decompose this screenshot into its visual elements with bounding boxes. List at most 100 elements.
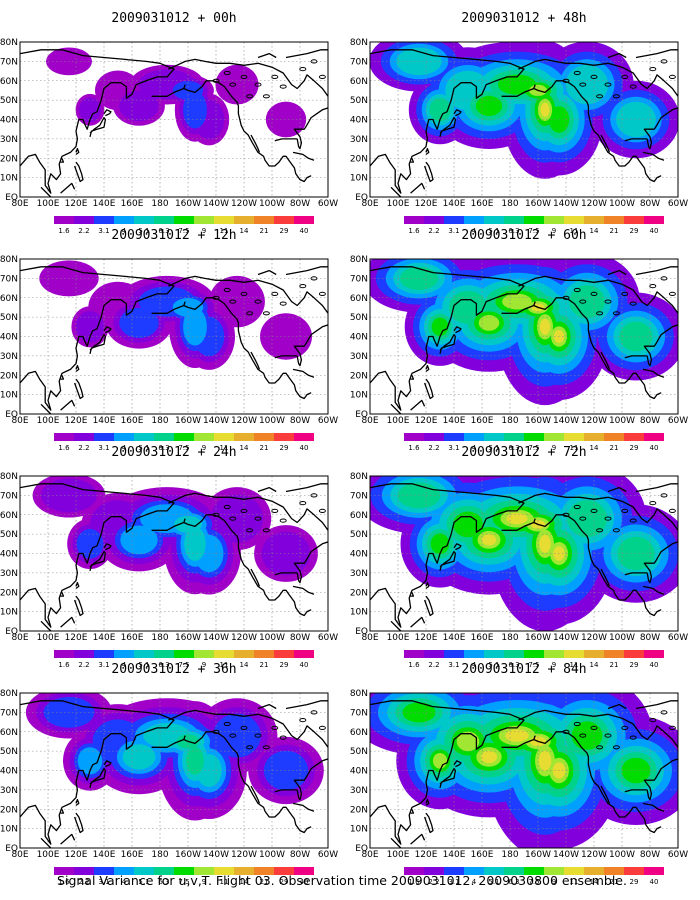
colorbar-swatch xyxy=(604,216,624,224)
lat-tick-label: 80N xyxy=(350,689,368,699)
lat-tick-label: 10N xyxy=(0,391,18,401)
colorbar-swatch xyxy=(274,867,294,875)
lon-tick-label: 60W xyxy=(318,416,338,426)
variance-contour xyxy=(505,729,529,742)
coastline xyxy=(274,572,298,576)
coastline xyxy=(642,151,665,161)
coastline xyxy=(75,798,80,806)
coastline xyxy=(20,700,175,845)
colorbar-label: 21 xyxy=(260,227,269,235)
coastline xyxy=(439,333,457,355)
coastline xyxy=(293,324,328,367)
colorbar-label: 4 xyxy=(472,444,477,452)
colorbar-swatch xyxy=(564,867,584,875)
coastline xyxy=(183,297,312,400)
lat-tick-label: 30N xyxy=(0,352,18,362)
colorbar-swatch xyxy=(444,216,464,224)
lake-outline xyxy=(254,299,262,304)
coastline xyxy=(292,368,315,378)
colorbar-swatch xyxy=(114,216,134,224)
coastline xyxy=(60,592,65,597)
colorbar-label: 3.1 xyxy=(98,444,109,452)
colorbar-label: 5.1 xyxy=(138,661,149,669)
lake-outline xyxy=(612,528,620,533)
lon-tick-label: 140W xyxy=(203,416,229,426)
coastline xyxy=(285,483,328,493)
lake-outline xyxy=(310,59,318,64)
lon-tick-label: 160E xyxy=(471,633,494,643)
colorbar-label: 2.2 xyxy=(78,661,89,669)
lat-tick-label: 30N xyxy=(350,352,368,362)
lake-outline xyxy=(562,729,570,734)
map-panel: 2009031012 + 84h 80E 100E 120E 140E 160E 180 16… xyxy=(350,662,688,886)
lake-outline xyxy=(279,301,287,306)
lat-tick-label: 60N xyxy=(350,294,368,304)
lat-tick-label: 60N xyxy=(0,77,18,87)
variance-contour xyxy=(184,526,206,561)
colorbar-label: 14 xyxy=(240,444,249,452)
lat-tick-label: 80N xyxy=(350,38,368,48)
lon-tick-label: 120E xyxy=(65,850,88,860)
lat-tick-label: 70N xyxy=(0,491,18,501)
colorbar-label: 21 xyxy=(610,227,619,235)
coastline xyxy=(518,492,678,531)
coastlines xyxy=(20,700,328,848)
colorbar-label: 6.3 xyxy=(508,878,519,886)
variance-contour xyxy=(538,750,552,771)
lon-tick-label: 120W xyxy=(231,633,257,643)
colorbar-label: 9 xyxy=(202,661,206,669)
lake-outline xyxy=(629,518,637,523)
colorbar-label: 40 xyxy=(300,661,309,669)
lat-tick-label: 10N xyxy=(350,608,368,618)
lat-tick-label: 80N xyxy=(0,38,18,48)
lat-tick-label: 30N xyxy=(350,786,368,796)
lon-tick-label: 120E xyxy=(415,199,438,209)
coastline xyxy=(60,182,76,194)
lake-outline xyxy=(668,508,676,514)
map-panel: 2009031012 + 36h 80E 100E 120E 140E 160E 180 16… xyxy=(0,662,338,886)
lat-tick-label: EQ xyxy=(355,844,368,854)
variance-contour xyxy=(75,311,105,343)
lake-outline xyxy=(262,745,270,750)
coastline xyxy=(103,326,112,334)
lat-tick-label: 30N xyxy=(350,569,368,579)
lon-tick-label: 100E xyxy=(37,199,60,209)
colorbar-label: 5.1 xyxy=(138,878,149,886)
lake-outline xyxy=(212,78,220,83)
coastline xyxy=(285,49,328,59)
lake-outline xyxy=(262,528,270,533)
coastline xyxy=(643,758,678,801)
lake-outline xyxy=(612,94,620,99)
coastline xyxy=(250,351,261,370)
colorbar-swatch xyxy=(584,216,604,224)
colorbar-label: 7.5 xyxy=(528,227,539,235)
coastline xyxy=(250,785,261,804)
colorbar-swatch xyxy=(484,650,504,658)
variance-contour xyxy=(263,750,309,791)
colorbar-label: 6.3 xyxy=(158,444,169,452)
lake-outline xyxy=(279,518,287,523)
lake-outline xyxy=(573,504,581,510)
variance-contour xyxy=(619,321,653,352)
lon-tick-label: 120W xyxy=(581,633,607,643)
lake-outline xyxy=(240,508,248,514)
colorbar-swatch xyxy=(234,867,254,875)
colorbar-label: 7.5 xyxy=(178,227,189,235)
coastline xyxy=(410,616,426,628)
colorbar-label: 2.2 xyxy=(78,878,89,886)
lon-tick-label: 120E xyxy=(415,416,438,426)
lat-tick-label: 20N xyxy=(0,805,18,815)
colorbar-swatch xyxy=(174,867,194,875)
colorbar-label: 11 xyxy=(220,661,229,669)
lake-outline xyxy=(254,733,262,738)
colorbar-label: 4 xyxy=(122,444,127,452)
colorbar-swatch xyxy=(54,216,74,224)
colorbar-label: 7.5 xyxy=(178,878,189,886)
lon-tick-label: 80E xyxy=(361,850,378,860)
coastline xyxy=(60,833,76,845)
colorbar-swatch xyxy=(644,867,664,875)
panel-title: 2009031012 + 36h xyxy=(111,662,236,677)
colorbar-swatch xyxy=(194,650,214,658)
map-frame xyxy=(369,475,679,632)
lon-tick-label: 100W xyxy=(259,199,285,209)
